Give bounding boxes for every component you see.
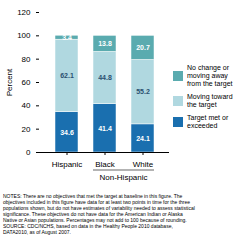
svg-text:20.7: 20.7 xyxy=(136,44,150,51)
svg-text:Black: Black xyxy=(95,160,116,169)
svg-text:Percent: Percent xyxy=(5,68,14,96)
svg-text:3.4: 3.4 xyxy=(62,34,72,41)
svg-text:13.8: 13.8 xyxy=(98,40,112,47)
svg-text:60: 60 xyxy=(22,78,31,87)
svg-text:24.1: 24.1 xyxy=(136,135,150,142)
svg-text:55.2: 55.2 xyxy=(136,88,150,95)
html-text:NOTES: There are no objectives: NOTES: There are no objectives that met … xyxy=(3,193,195,235)
svg-text:White: White xyxy=(133,160,154,169)
svg-text:20: 20 xyxy=(22,125,31,134)
svg-text:34.6: 34.6 xyxy=(60,129,74,136)
svg-text:Non-Hispanic: Non-Hispanic xyxy=(99,173,147,182)
svg-text:44.8: 44.8 xyxy=(98,74,112,81)
svg-text:0: 0 xyxy=(26,148,31,157)
svg-text:120: 120 xyxy=(17,8,31,17)
svg-text:40: 40 xyxy=(22,101,31,110)
svg-text:80: 80 xyxy=(22,55,31,64)
html-text:No change or moving away from: No change or moving away from the target xyxy=(187,64,233,87)
svg-text:41.4: 41.4 xyxy=(98,125,112,132)
html-text:Target met or exceeded: Target met or exceeded xyxy=(187,114,229,129)
svg-text:100: 100 xyxy=(17,31,31,40)
svg-text:62.1: 62.1 xyxy=(60,72,74,79)
html-text:Moving toward the target: Moving toward the target xyxy=(187,93,233,108)
svg-text:Hispanic: Hispanic xyxy=(52,160,83,169)
